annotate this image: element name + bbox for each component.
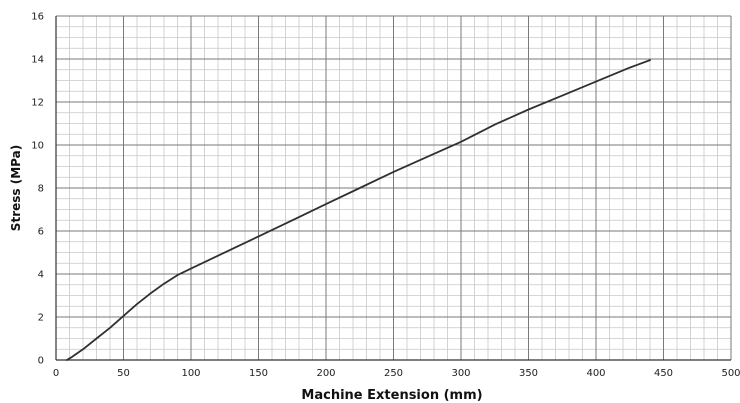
y-tick-label: 14 — [31, 55, 44, 66]
y-tick-label: 2 — [38, 313, 44, 324]
y-tick-label: 12 — [31, 98, 44, 109]
y-tick-label: 8 — [38, 184, 44, 195]
x-tick-label: 500 — [721, 368, 740, 379]
axes — [55, 16, 731, 361]
x-tick-label: 0 — [53, 368, 59, 379]
tick-labels: 0 50 100 150 200 250 300 350 400 450 500 0 2 4 6 8 10 12 1… — [31, 12, 740, 380]
y-tick-label: 4 — [38, 270, 44, 281]
x-axis-label: Machine Extension (mm) — [301, 388, 482, 403]
x-tick-label: 350 — [519, 368, 538, 379]
series-layer — [65, 59, 651, 361]
x-tick-label: 250 — [384, 368, 403, 379]
x-tick-label: 450 — [654, 368, 673, 379]
series-line — [65, 59, 651, 361]
y-tick-label: 10 — [31, 141, 44, 152]
x-tick-label: 50 — [117, 368, 130, 379]
x-tick-label: 100 — [181, 368, 200, 379]
y-axis-label: Stress (MPa) — [9, 145, 23, 231]
y-tick-label: 6 — [38, 227, 44, 238]
x-tick-label: 150 — [249, 368, 268, 379]
x-tick-label: 300 — [451, 368, 470, 379]
x-tick-label: 400 — [586, 368, 605, 379]
y-tick-label: 16 — [31, 12, 44, 23]
x-tick-label: 200 — [316, 368, 335, 379]
y-tick-label: 0 — [38, 356, 44, 367]
